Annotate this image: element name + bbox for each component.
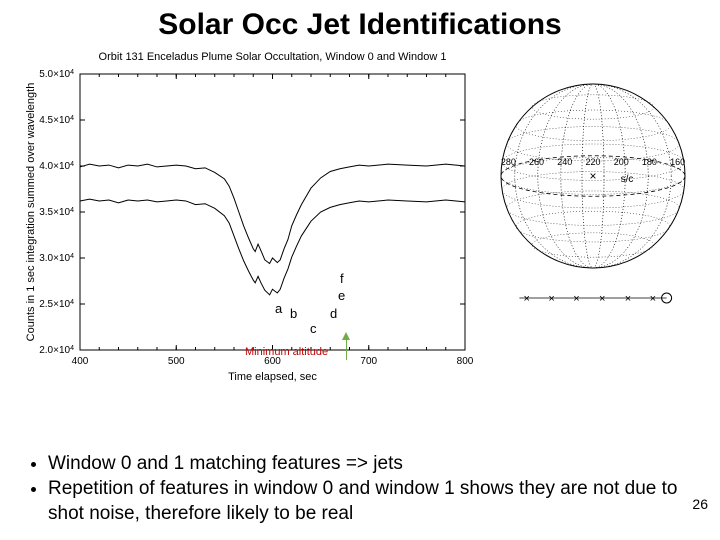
svg-text:×: × bbox=[650, 293, 656, 305]
svg-text:Time elapsed, sec: Time elapsed, sec bbox=[228, 371, 317, 383]
svg-text:×: × bbox=[573, 293, 579, 305]
svg-text:5.0×104: 5.0×104 bbox=[39, 69, 74, 81]
page-number: 26 bbox=[692, 496, 708, 512]
svg-text:2.0×104: 2.0×104 bbox=[39, 345, 74, 357]
svg-text:220: 220 bbox=[585, 157, 600, 167]
chart-svg: Orbit 131 Enceladus Plume Solar Occultat… bbox=[20, 46, 475, 386]
bullet-0: Window 0 and 1 matching features => jets bbox=[48, 451, 700, 476]
min-alt-arrow-shaft bbox=[346, 338, 347, 360]
bullet-1: Repetition of features in window 0 and w… bbox=[48, 476, 700, 526]
svg-text:4.0×104: 4.0×104 bbox=[39, 161, 74, 173]
svg-text:200: 200 bbox=[614, 157, 629, 167]
slide-title: Solar Occ Jet Identifications bbox=[0, 0, 720, 42]
jet-label-f: f bbox=[340, 271, 344, 286]
jet-label-d: d bbox=[330, 306, 337, 321]
svg-text:4.5×104: 4.5×104 bbox=[39, 115, 74, 127]
svg-text:×: × bbox=[625, 293, 631, 305]
occultation-chart: Orbit 131 Enceladus Plume Solar Occultat… bbox=[20, 46, 475, 391]
content-row: Orbit 131 Enceladus Plume Solar Occultat… bbox=[0, 42, 720, 391]
svg-text:×: × bbox=[548, 293, 554, 305]
bullet-list: Window 0 and 1 matching features => jets… bbox=[30, 451, 700, 526]
minimum-altitude-label: Minimum altitude bbox=[245, 346, 328, 358]
jet-label-a: a bbox=[275, 301, 282, 316]
jet-label-c: c bbox=[310, 321, 317, 336]
svg-text:800: 800 bbox=[457, 356, 474, 367]
svg-text:3.0×104: 3.0×104 bbox=[39, 253, 74, 265]
svg-text:×: × bbox=[524, 293, 530, 305]
svg-text:240: 240 bbox=[557, 157, 572, 167]
jet-label-b: b bbox=[290, 306, 297, 321]
svg-text:×: × bbox=[599, 293, 605, 305]
jet-label-e: e bbox=[338, 288, 345, 303]
svg-text:3.5×104: 3.5×104 bbox=[39, 207, 74, 219]
svg-text:Counts in 1 sec integration su: Counts in 1 sec integration summed over … bbox=[25, 83, 37, 342]
svg-text:500: 500 bbox=[168, 356, 185, 367]
svg-text:280: 280 bbox=[501, 157, 516, 167]
svg-text:×: × bbox=[589, 169, 596, 183]
min-alt-arrow-head bbox=[342, 332, 350, 340]
enceladus-sphere: s/c 160 180 200 220 240 260 280 × × × × × × × bbox=[481, 76, 705, 321]
svg-text:400: 400 bbox=[72, 356, 89, 367]
svg-text:Orbit 131 Enceladus Plume Sola: Orbit 131 Enceladus Plume Solar Occultat… bbox=[99, 51, 447, 63]
svg-text:700: 700 bbox=[360, 356, 377, 367]
svg-text:2.5×104: 2.5×104 bbox=[39, 299, 74, 311]
sphere-svg: s/c 160 180 200 220 240 260 280 × × × × × × × bbox=[481, 76, 705, 316]
svg-text:s/c: s/c bbox=[621, 174, 634, 185]
svg-text:160: 160 bbox=[670, 157, 685, 167]
svg-text:180: 180 bbox=[642, 157, 657, 167]
svg-text:260: 260 bbox=[529, 157, 544, 167]
